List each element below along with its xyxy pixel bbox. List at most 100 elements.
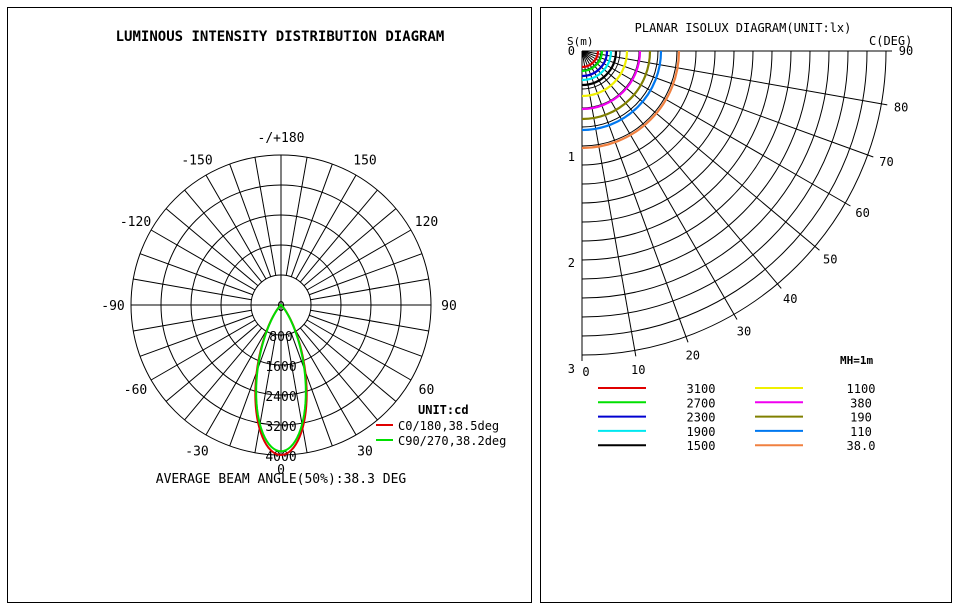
polar-spoke-310 [299, 189, 378, 283]
isolux-ring-9 [581, 50, 754, 223]
radial-label: 0 [277, 300, 285, 315]
isolux-ring-12 [581, 50, 811, 280]
isolux-contour-380 [582, 51, 642, 111]
polar-spoke-20 [309, 314, 423, 357]
legend-value: 38.0 [847, 439, 876, 453]
isolux-contours [582, 51, 681, 150]
isolux-contour-38.0 [582, 51, 681, 150]
legend-value: 1500 [687, 439, 716, 453]
isolux-spoke-50 [581, 50, 820, 251]
polar-spoke-220 [165, 208, 259, 287]
polar-spoke-140 [165, 323, 259, 402]
y-tick-label: 3 [568, 362, 575, 376]
legend-entry: C0/180,38.5deg [398, 419, 499, 433]
polar-spoke-150 [150, 319, 256, 381]
luminous-intensity-panel: LUMINOUS INTENSITY DISTRIBUTION DIAGRAM -… [7, 7, 532, 603]
radial-label: 800 [269, 330, 292, 345]
isolux-ring-10 [581, 50, 773, 242]
polar-spoke-50 [299, 327, 378, 421]
polar-spoke-60 [295, 330, 357, 436]
x-tick-label: 80 [894, 100, 908, 114]
x-tick-label: 0 [582, 365, 589, 379]
y-tick-label: 0 [568, 44, 575, 58]
isolux-spoke-30 [581, 50, 738, 320]
angle-label: -150 [181, 154, 212, 169]
isolux-contour-1500 [582, 51, 618, 87]
legend-value: 1900 [687, 425, 716, 439]
x-tick-label: 90 [899, 44, 913, 58]
isolux-contour-1100 [582, 51, 629, 98]
isolux-ring-6 [581, 50, 697, 166]
isolux-contour-2700 [582, 51, 604, 73]
angle-label: 90 [441, 299, 457, 314]
isolux-spoke-60 [581, 50, 851, 207]
c-axis-label: C(DEG) [869, 34, 912, 48]
polar-spoke-10 [310, 309, 429, 332]
legend-value: 380 [850, 396, 872, 410]
polar-spoke-240 [205, 174, 267, 280]
radial-label: 4000 [265, 450, 296, 465]
polar-spoke-210 [150, 229, 256, 291]
angle-label: 120 [415, 215, 438, 230]
angle-label: -30 [185, 444, 208, 459]
isolux-contour-2300 [582, 51, 609, 78]
x-tick-label: 50 [823, 252, 837, 266]
polar-spoke-30 [306, 319, 412, 381]
isolux-ring-15 [581, 50, 868, 337]
polar-spoke-340 [309, 253, 423, 296]
legend-value: 3100 [687, 382, 716, 396]
radial-label: 1600 [265, 360, 296, 375]
polar-spoke-350 [310, 278, 429, 301]
legend-value: 2700 [687, 396, 716, 410]
y-axis-label: S(m) [567, 35, 594, 48]
isolux-panel: PLANAR ISOLUX DIAGRAM(UNIT:lx) S(m) C(DEG)… [540, 7, 952, 603]
polar-spoke-320 [303, 208, 397, 287]
legend-value: 2300 [687, 411, 716, 425]
isolux-spoke-80 [581, 50, 888, 106]
polar-spoke-260 [254, 157, 277, 276]
isolux-spoke-10 [581, 50, 637, 357]
chart-title: PLANAR ISOLUX DIAGRAM(UNIT:lx) [635, 21, 852, 35]
polar-spoke-110 [229, 333, 272, 447]
isolux-chart: PLANAR ISOLUX DIAGRAM(UNIT:lx) S(m) C(DEG)… [567, 21, 913, 453]
polar-spoke-170 [133, 309, 252, 332]
mounting-height: MH=1m [840, 354, 873, 367]
legend-entry: C90/270,38.2deg [398, 434, 506, 448]
polar-spoke-70 [290, 333, 333, 447]
angle-label: 150 [353, 154, 376, 169]
polar-spoke-230 [184, 189, 263, 283]
polar-spoke-290 [290, 163, 333, 277]
isolux-spoke-20 [581, 50, 689, 343]
legend-value: 110 [850, 425, 872, 439]
polar-spoke-100 [254, 334, 277, 453]
angle-label: 60 [419, 383, 435, 398]
unit-label: UNIT:cd [418, 403, 469, 417]
polar-spoke-190 [133, 278, 252, 301]
isolux-contour-190 [582, 51, 652, 121]
radial-label: 2400 [265, 390, 296, 405]
isolux-spoke-40 [581, 50, 782, 289]
x-tick-label: 30 [737, 325, 751, 339]
polar-spoke-200 [139, 253, 253, 296]
isolux-contour-1900 [582, 51, 613, 82]
x-tick-label: 60 [855, 206, 869, 220]
y-tick-label: 2 [568, 256, 575, 270]
angle-label: 30 [357, 444, 373, 459]
polar-spoke-40 [303, 323, 397, 402]
x-tick-label: 70 [879, 155, 893, 169]
polar-spoke-250 [229, 163, 272, 277]
isolux-ring-11 [581, 50, 792, 261]
angle-label: -120 [120, 215, 151, 230]
angle-label: -90 [101, 299, 124, 314]
isolux-ring-14 [581, 50, 849, 318]
polar-spoke-300 [295, 174, 357, 280]
polar-chart: LUMINOUS INTENSITY DISTRIBUTION DIAGRAM -… [101, 29, 506, 487]
x-tick-label: 10 [631, 363, 645, 377]
x-tick-label: 40 [783, 292, 797, 306]
beam-angle-footer: AVERAGE BEAM ANGLE(50%):38.3 DEG [156, 472, 407, 487]
intensity-curve-1 [255, 304, 307, 453]
isolux-ring-13 [581, 50, 830, 299]
isolux-spoke-70 [581, 50, 874, 158]
isolux-ring-8 [581, 50, 735, 204]
x-tick-label: 20 [686, 348, 700, 362]
